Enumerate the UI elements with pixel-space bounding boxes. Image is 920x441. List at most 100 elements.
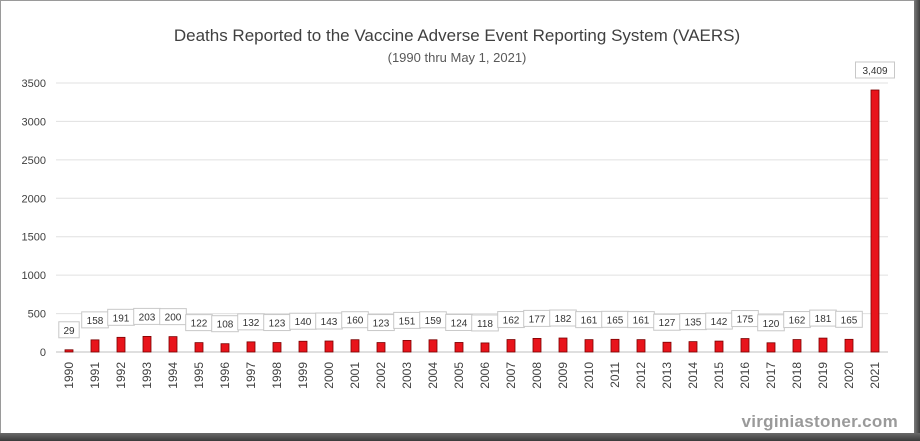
bar-2011 [610,338,620,353]
chart-title: Deaths Reported to the Vaccine Adverse E… [173,26,741,45]
data-label-2005: 124 [451,318,468,329]
bar-2014 [688,341,698,353]
x-tick-label-1991: 1991 [88,362,102,389]
x-tick-label-1999: 1999 [296,362,310,389]
data-label-2018: 162 [789,316,806,327]
x-tick-label-2005: 2005 [452,362,466,389]
bar-2013 [662,341,672,353]
data-label-1997: 132 [243,318,260,329]
data-label-box [855,61,895,79]
x-tick-label-1994: 1994 [166,362,180,389]
data-label-2011: 165 [607,315,624,326]
data-label-1992: 191 [113,313,130,324]
data-label-2001: 160 [347,316,364,327]
x-tick-label-2000: 2000 [322,362,336,389]
data-label-1994: 200 [165,313,182,324]
x-tick-label-2006: 2006 [478,362,492,389]
data-label-2000: 143 [321,317,338,328]
data-label-2019: 181 [815,314,832,325]
data-label-1991: 158 [87,316,104,327]
bar-1996 [220,343,230,353]
bar-2005 [454,342,464,353]
bar-chart: 0 500 1000 1500 2000 2500 3000 3500 29 1990 158 199… [22,61,895,389]
bar-1991 [90,339,100,353]
bar-2004 [428,339,438,353]
x-tick-label-2001: 2001 [348,362,362,389]
y-tick-label: 1000 [22,270,46,282]
x-tick-label-2009: 2009 [556,362,570,389]
x-tick-label-2003: 2003 [400,362,414,389]
bar-2000 [324,340,334,353]
x-tick-label-2021: 2021 [868,362,882,389]
bar-2009 [558,337,568,353]
bar-1999 [298,340,308,353]
bar-2016 [740,338,750,353]
x-tick-label-2011: 2011 [608,362,622,388]
bar-2001 [350,339,360,353]
data-label-1995: 122 [191,319,208,330]
data-label-2007: 162 [503,316,520,327]
x-tick-label-2007: 2007 [504,362,518,389]
data-label-2003: 151 [399,316,416,327]
bar-1997 [246,341,256,353]
bar-1998 [272,342,282,353]
bar-2006 [480,342,490,353]
x-tick-label-2008: 2008 [530,362,544,389]
data-label-2020: 165 [841,315,858,326]
x-tick-label-1993: 1993 [140,362,154,389]
bar-1990 [64,349,74,353]
y-tick-label: 500 [28,309,46,321]
data-label-2009: 182 [555,314,572,325]
data-label-2004: 159 [425,316,442,327]
x-tick-label-2014: 2014 [686,362,700,389]
bar-2008 [532,337,542,353]
bar-2015 [714,340,724,353]
bar-1993 [142,335,152,353]
data-label-2006: 118 [477,319,493,330]
data-label-2010: 161 [581,316,598,327]
data-label-2015: 142 [711,317,728,328]
frame-shadow-right [914,0,920,441]
data-label-1998: 123 [269,319,286,330]
data-label-1996: 108 [217,320,234,331]
bar-2010 [584,339,594,353]
data-label-1990: 29 [63,326,75,337]
bar-2020 [844,338,854,353]
bar-2002 [376,342,386,353]
x-tick-label-2016: 2016 [738,362,752,389]
y-tick-label: 3500 [22,78,46,90]
frame-shadow-bottom [0,433,920,441]
bar-2012 [636,339,646,353]
x-tick-label-2002: 2002 [374,362,388,389]
data-label-2012: 161 [633,316,650,327]
x-tick-label-2018: 2018 [790,362,804,389]
x-tick-label-2013: 2013 [660,362,674,389]
y-tick-label: 3000 [22,116,46,128]
bar-1994 [168,336,178,353]
y-tick-label: 2500 [22,155,46,167]
y-tick-label: 1500 [22,232,46,244]
bar-2017 [766,342,776,353]
x-tick-label-2004: 2004 [426,362,440,389]
data-label-2014: 135 [685,318,702,329]
bar-2021 [870,89,880,353]
bar-2007 [506,339,516,353]
x-tick-label-2010: 2010 [582,362,596,389]
x-tick-label-1996: 1996 [218,362,232,389]
bar-1992 [116,336,126,353]
data-label-2017: 120 [763,319,780,330]
data-label-2021: 3,409 [862,66,887,77]
x-tick-label-2020: 2020 [842,362,856,389]
data-label-2002: 123 [373,319,390,330]
chart-subtitle: (1990 thru May 1, 2021) [387,50,527,65]
data-label-1999: 140 [295,317,312,328]
bar-2018 [792,339,802,353]
bar-1995 [194,342,204,353]
data-label-1993: 203 [139,312,156,323]
bar-2019 [818,337,828,353]
x-tick-label-1997: 1997 [244,362,258,389]
y-tick-label: 2000 [22,193,46,205]
x-tick-label-1995: 1995 [192,362,206,389]
data-label-box [835,310,863,328]
